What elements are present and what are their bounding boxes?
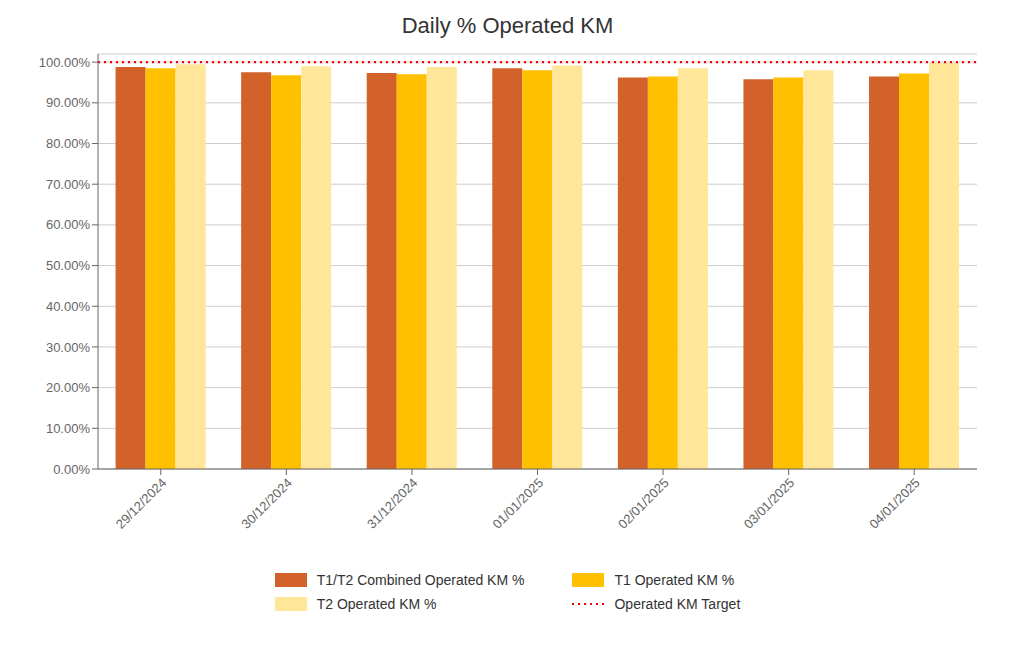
svg-text:0.00%: 0.00% — [53, 462, 90, 477]
svg-text:04/01/2025: 04/01/2025 — [866, 475, 923, 532]
svg-text:30/12/2024: 30/12/2024 — [238, 475, 295, 532]
svg-text:01/01/2025: 01/01/2025 — [490, 475, 547, 532]
svg-text:29/12/2024: 29/12/2024 — [113, 475, 170, 532]
svg-text:30.00%: 30.00% — [46, 340, 91, 355]
svg-text:90.00%: 90.00% — [46, 95, 91, 110]
html-text:T1 Operated KM %: T1 Operated KM % — [614, 572, 735, 588]
svg-text:40.00%: 40.00% — [46, 299, 91, 314]
html-text:Daily % Operated KM: Daily % Operated KM — [401, 13, 614, 38]
svg-text:60.00%: 60.00% — [46, 217, 91, 232]
svg-text:10.00%: 10.00% — [46, 421, 91, 436]
html-text:T1/T2 Combined Operated KM %: T1/T2 Combined Operated KM % — [316, 572, 525, 588]
html-text:Operated KM Target: Operated KM Target — [614, 596, 741, 612]
svg-text:70.00%: 70.00% — [46, 177, 91, 192]
svg-text:100.00%: 100.00% — [39, 55, 91, 70]
svg-text:31/12/2024: 31/12/2024 — [364, 475, 421, 532]
svg-text:50.00%: 50.00% — [46, 258, 91, 273]
svg-text:20.00%: 20.00% — [46, 380, 91, 395]
svg-text:02/01/2025: 02/01/2025 — [615, 475, 672, 532]
svg-text:80.00%: 80.00% — [46, 136, 91, 151]
html-text:T2 Operated KM %: T2 Operated KM % — [316, 596, 437, 612]
svg-text:03/01/2025: 03/01/2025 — [741, 475, 798, 532]
